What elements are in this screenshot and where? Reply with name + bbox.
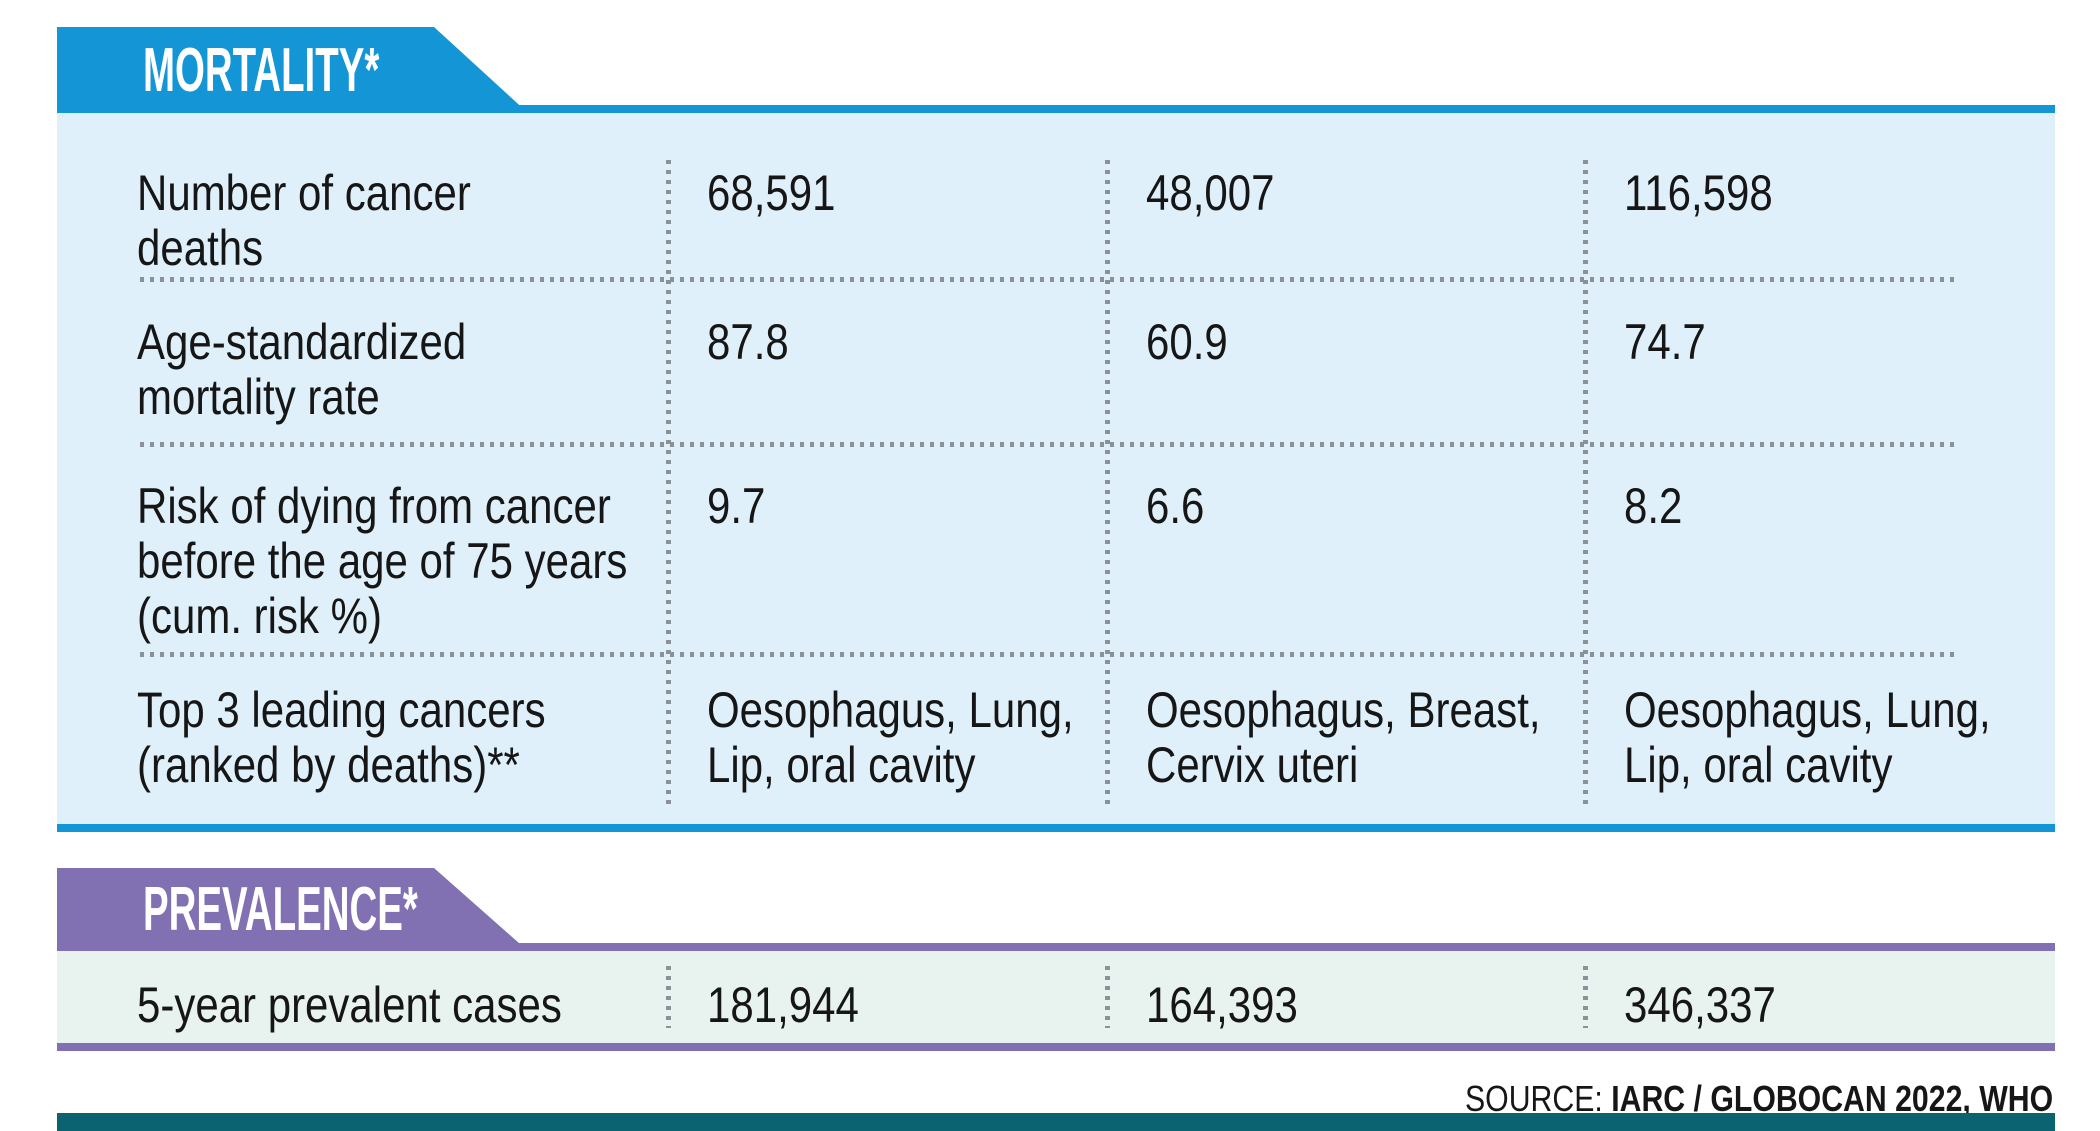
source-line: SOURCE: IARC / GLOBOCAN 2022, WHO bbox=[1465, 1078, 2053, 1120]
prevalence-title: PREVALENCE* bbox=[143, 875, 418, 944]
column-separator-dotted bbox=[666, 966, 671, 1028]
mortality-top-rule bbox=[57, 105, 2055, 113]
mortality-row4-label: Top 3 leading cancers (ranked by deaths)… bbox=[137, 682, 546, 793]
mortality-row1-value3: 116,598 bbox=[1624, 165, 1773, 221]
prevalence-bottom-rule bbox=[57, 1043, 2055, 1051]
prevalence-row-value3: 346,337 bbox=[1624, 977, 1776, 1033]
footer-teal-bar bbox=[57, 1113, 2055, 1131]
mortality-row3-label: Risk of dying from cancer before the age… bbox=[137, 478, 628, 644]
mortality-row4-value1: Oesophagus, Lung, Lip, oral cavity bbox=[707, 682, 1074, 793]
prevalence-row-background bbox=[57, 951, 2055, 1043]
prevalence-top-rule bbox=[57, 943, 2055, 951]
mortality-row3-value3: 8.2 bbox=[1624, 478, 1683, 534]
column-separator-dotted bbox=[1583, 966, 1588, 1028]
prevalence-row-value2: 164,393 bbox=[1146, 977, 1298, 1033]
source-text: IARC / GLOBOCAN 2022, WHO bbox=[1611, 1078, 2053, 1119]
column-separator-dotted bbox=[1105, 160, 1110, 805]
row-separator-dotted bbox=[140, 652, 1958, 657]
column-separator-dotted bbox=[1583, 160, 1588, 805]
mortality-row2-value2: 60.9 bbox=[1146, 314, 1228, 370]
mortality-row2-value3: 74.7 bbox=[1624, 314, 1706, 370]
source-prefix: SOURCE: bbox=[1464, 1078, 1612, 1119]
row-separator-dotted bbox=[140, 442, 1958, 447]
prevalence-row-value1: 181,944 bbox=[707, 977, 859, 1033]
mortality-row1-value2: 48,007 bbox=[1146, 165, 1275, 221]
mortality-banner: MORTALITY* bbox=[57, 27, 528, 113]
mortality-row2-value1: 87.8 bbox=[707, 314, 789, 370]
mortality-row4-value2: Oesophagus, Breast, Cervix uteri bbox=[1146, 682, 1541, 793]
mortality-row1-label: Number of cancer deaths bbox=[137, 165, 471, 276]
mortality-row3-value2: 6.6 bbox=[1146, 478, 1205, 534]
mortality-table-background bbox=[57, 113, 2055, 824]
mortality-row2-label: Age-standardized mortality rate bbox=[137, 314, 467, 425]
mortality-bottom-rule bbox=[57, 824, 2055, 832]
mortality-title: MORTALITY* bbox=[143, 35, 380, 105]
column-separator-dotted bbox=[666, 160, 671, 805]
column-separator-dotted bbox=[1105, 966, 1110, 1028]
prevalence-row-label: 5-year prevalent cases bbox=[137, 977, 562, 1033]
prevalence-banner: PREVALENCE* bbox=[57, 868, 528, 951]
mortality-row3-value1: 9.7 bbox=[707, 478, 766, 534]
mortality-row4-value3: Oesophagus, Lung, Lip, oral cavity bbox=[1624, 682, 1991, 793]
row-separator-dotted bbox=[140, 277, 1958, 282]
mortality-row1-value1: 68,591 bbox=[707, 165, 836, 221]
